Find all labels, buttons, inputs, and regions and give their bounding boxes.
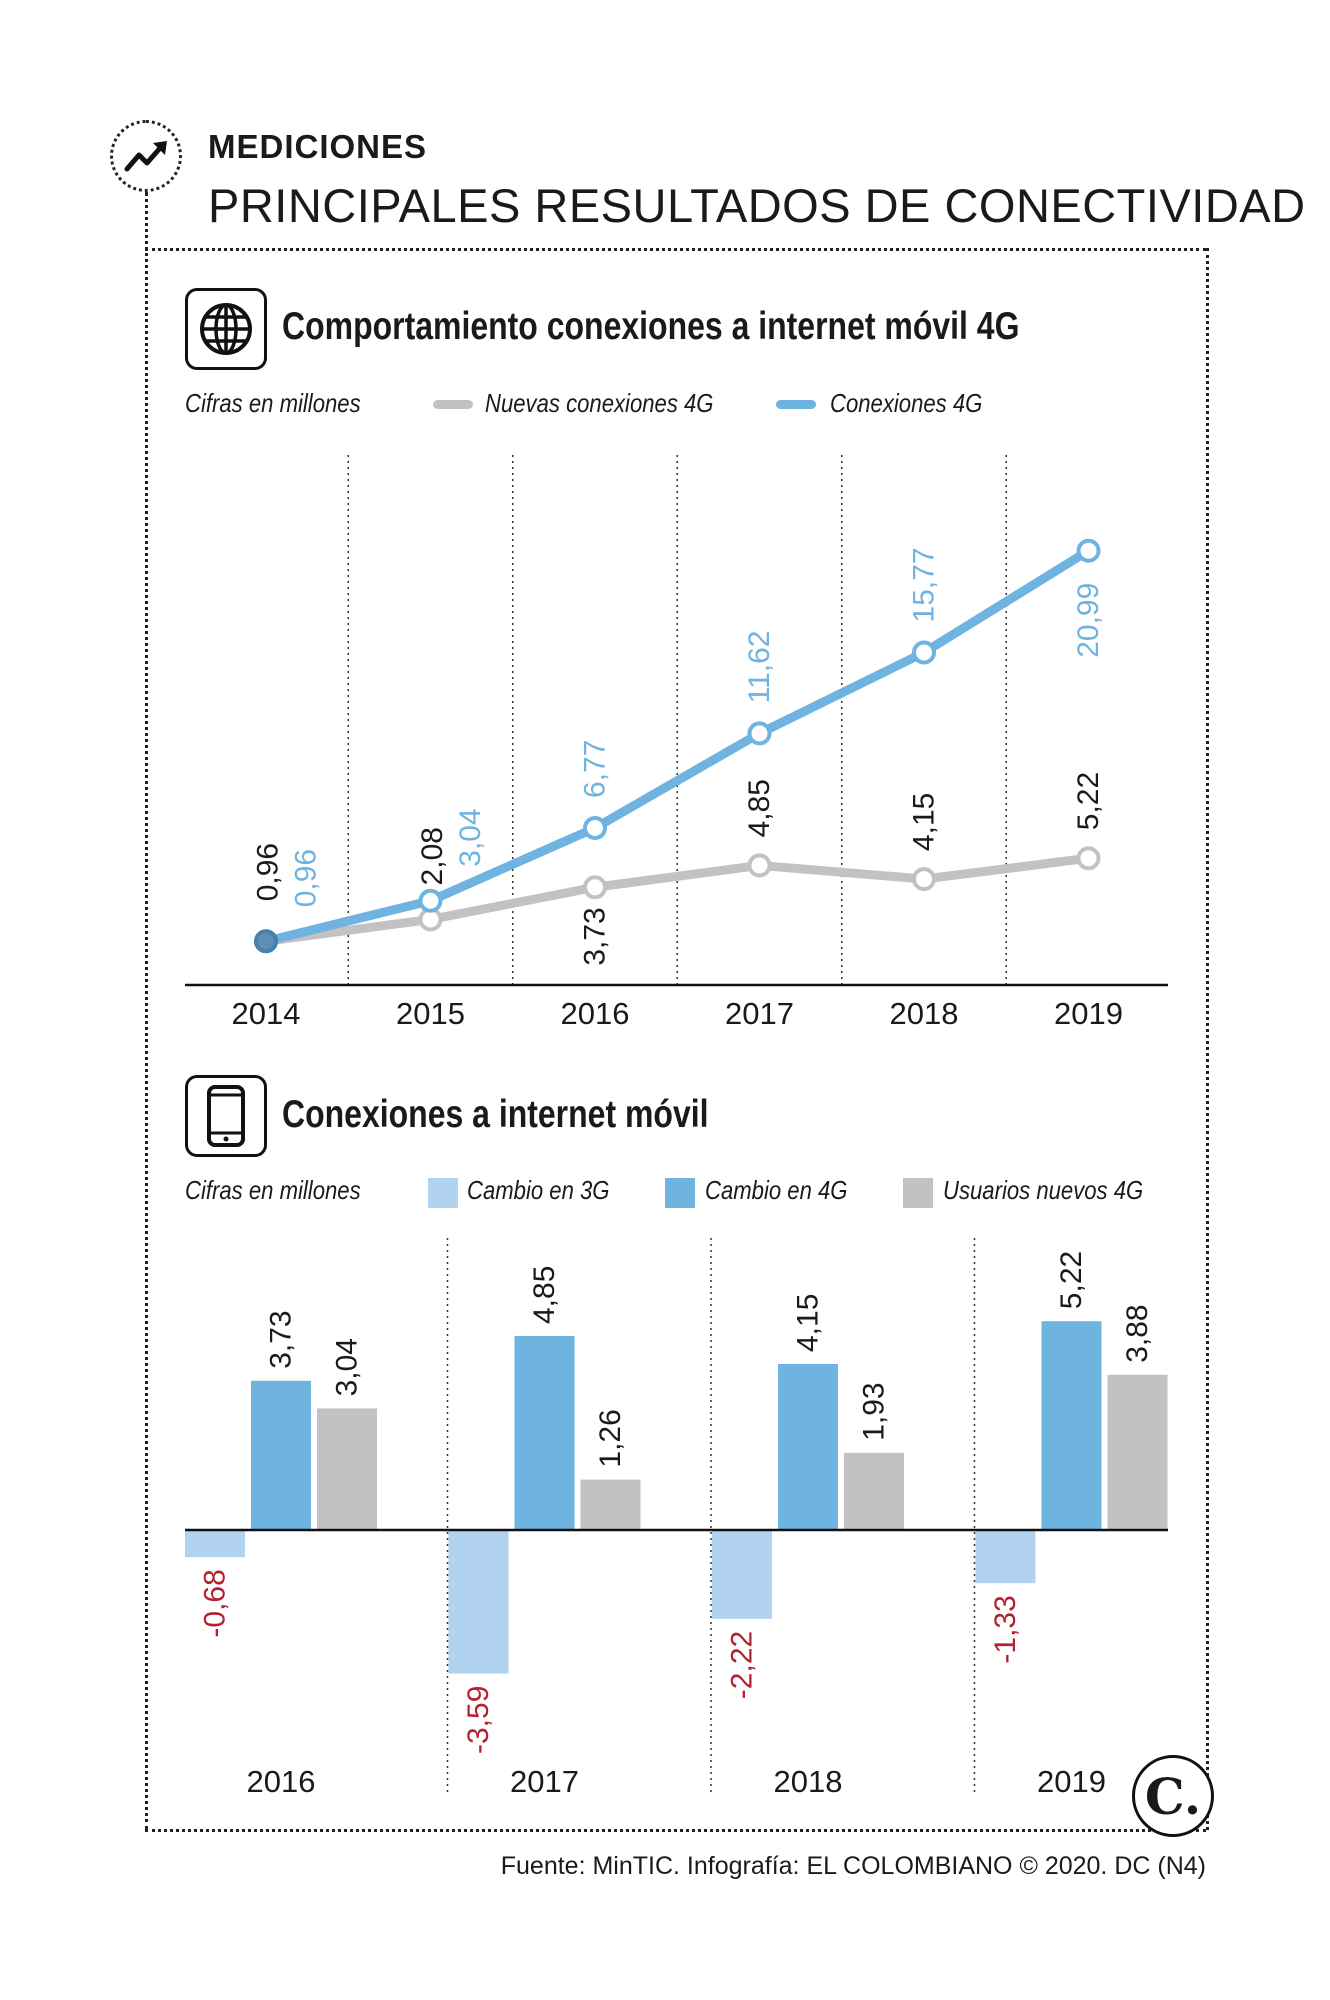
data-label-cambio-4g-2018: 4,15 (792, 1294, 825, 1352)
data-label-cambio-4g-2017: 4,85 (528, 1266, 561, 1324)
data-label-conexiones-2017: 11,62 (743, 631, 776, 704)
bar-cambio-3g-2017 (448, 1530, 509, 1674)
point-conexiones-4g-2019 (1076, 538, 1101, 563)
data-label-cambio-3g-2019: -1,33 (989, 1595, 1022, 1663)
data-label-nuevas-2014: 0,96 (252, 843, 285, 901)
legend-swatch-conexiones (776, 400, 816, 409)
section1-units-note: Cifras en millones (185, 388, 361, 418)
section-kicker: MEDICIONES (208, 128, 428, 165)
legend-swatch-cambio-3g (428, 1178, 458, 1208)
data-label-nuevas-2017: 4,85 (743, 779, 776, 837)
legend-label-cambio-3g: Cambio en 3G (467, 1175, 610, 1205)
bar-usuarios-nuevos-4g-2019 (1107, 1374, 1168, 1530)
x-tick-2019: 2019 (1054, 996, 1123, 1031)
point-nuevas-conexiones-4g-2019 (1076, 846, 1101, 871)
data-label-cambio-4g-2016: 3,73 (265, 1310, 298, 1368)
data-label-usuarios-nuevos-4g-2019: 3,88 (1121, 1304, 1154, 1362)
bar-cambio-4g-2018 (778, 1364, 838, 1530)
line-chart: 2014 2015 2016 2017 2018 2019 0,96 2,08 3,73 4,85… (185, 455, 1168, 1031)
x-tick-2014: 2014 (232, 996, 301, 1031)
series-line-nuevas-conexiones-4g (261, 853, 1093, 946)
bar-usuarios-nuevos-4g-2018 (844, 1452, 904, 1530)
data-label-conexiones-2015: 3,04 (454, 808, 487, 866)
frame-border-left (145, 192, 148, 1830)
x-tick-2017: 2017 (725, 996, 794, 1031)
bar-chart: -0,68 3,73 3,04 2016 -3,59 4,85 1,26 2017 -2,22 4… (185, 1238, 1168, 1799)
x-tick-2018: 2018 (890, 996, 959, 1031)
point-conexiones-4g-2015 (418, 888, 443, 913)
legend-label-nuevas-conexiones: Nuevas conexiones 4G (485, 388, 714, 418)
el-colombiano-logo: C. (1132, 1755, 1214, 1837)
data-label-nuevas-2015: 2,08 (416, 827, 449, 885)
source-credit: Fuente: MinTIC. Infografía: EL COLOMBIAN… (500, 1852, 1206, 1880)
series-line-conexiones-4g (261, 546, 1093, 946)
point-start-2014 (254, 929, 278, 954)
frame-border-right (1206, 248, 1209, 1830)
bar-usuarios-nuevos-4g-2016 (317, 1408, 377, 1530)
point-nuevas-conexiones-4g-2018 (912, 867, 936, 892)
x-tick-2018: 2018 (774, 1764, 843, 1799)
bar-cambio-4g-2016 (251, 1380, 311, 1530)
bar-usuarios-nuevos-4g-2017 (580, 1479, 641, 1530)
bar-cambio-3g-2018 (712, 1530, 772, 1619)
bar-cambio-3g-2019 (975, 1530, 1036, 1584)
frame-border-top (145, 248, 1206, 251)
data-label-conexiones-2019: 20,99 (1072, 583, 1105, 658)
data-label-conexiones-2014: 0,96 (290, 849, 323, 907)
bar-cambio-4g-2019 (1041, 1321, 1102, 1530)
smartphone-icon (185, 1075, 267, 1157)
point-conexiones-4g-2017 (747, 721, 772, 746)
data-label-nuevas-2018: 4,15 (908, 793, 941, 851)
trend-up-icon (110, 120, 182, 192)
section2-units-note: Cifras en millones (185, 1175, 361, 1205)
legend-label-conexiones: Conexiones 4G (830, 388, 983, 418)
data-label-conexiones-2018: 15,77 (908, 547, 941, 622)
data-label-cambio-3g-2018: -2,22 (726, 1631, 759, 1699)
point-nuevas-conexiones-4g-2016 (583, 875, 607, 900)
data-label-conexiones-2016: 6,77 (579, 740, 612, 798)
legend-label-cambio-4g: Cambio en 4G (705, 1175, 848, 1205)
data-label-usuarios-nuevos-4g-2018: 1,93 (858, 1382, 891, 1440)
frame-border-bottom (145, 1829, 1206, 1832)
x-tick-2017: 2017 (510, 1764, 579, 1799)
page-title: PRINCIPALES RESULTADOS DE CONECTIVIDAD (208, 179, 1306, 232)
point-conexiones-4g-2018 (912, 640, 936, 665)
x-tick-2019: 2019 (1037, 1764, 1106, 1799)
data-label-cambio-4g-2019: 5,22 (1055, 1251, 1088, 1309)
data-label-nuevas-2019: 5,22 (1072, 772, 1105, 830)
x-tick-2016: 2016 (561, 996, 630, 1031)
section2-title: Conexiones a internet móvil (282, 1093, 709, 1136)
logo-text: C. (1144, 1766, 1202, 1826)
bar-cambio-3g-2016 (185, 1530, 245, 1558)
globe-icon (185, 288, 267, 370)
legend-swatch-usuarios-nuevos (903, 1178, 933, 1208)
data-label-usuarios-nuevos-4g-2017: 1,26 (594, 1409, 627, 1467)
data-label-usuarios-nuevos-4g-2016: 3,04 (331, 1338, 364, 1396)
bar-cambio-4g-2017 (514, 1336, 575, 1530)
point-conexiones-4g-2016 (583, 815, 607, 840)
legend-swatch-cambio-4g (665, 1178, 695, 1208)
legend-label-usuarios-nuevos: Usuarios nuevos 4G (943, 1175, 1144, 1205)
data-label-nuevas-2016: 3,73 (579, 907, 612, 965)
legend-swatch-nuevas-conexiones (433, 400, 473, 409)
data-label-cambio-3g-2017: -3,59 (462, 1686, 495, 1754)
x-tick-2015: 2015 (396, 996, 465, 1031)
data-label-cambio-3g-2016: -0,68 (199, 1569, 232, 1637)
x-tick-2016: 2016 (247, 1764, 316, 1799)
section1-title: Comportamiento conexiones a internet móv… (282, 305, 1020, 348)
point-nuevas-conexiones-4g-2017 (747, 853, 772, 878)
